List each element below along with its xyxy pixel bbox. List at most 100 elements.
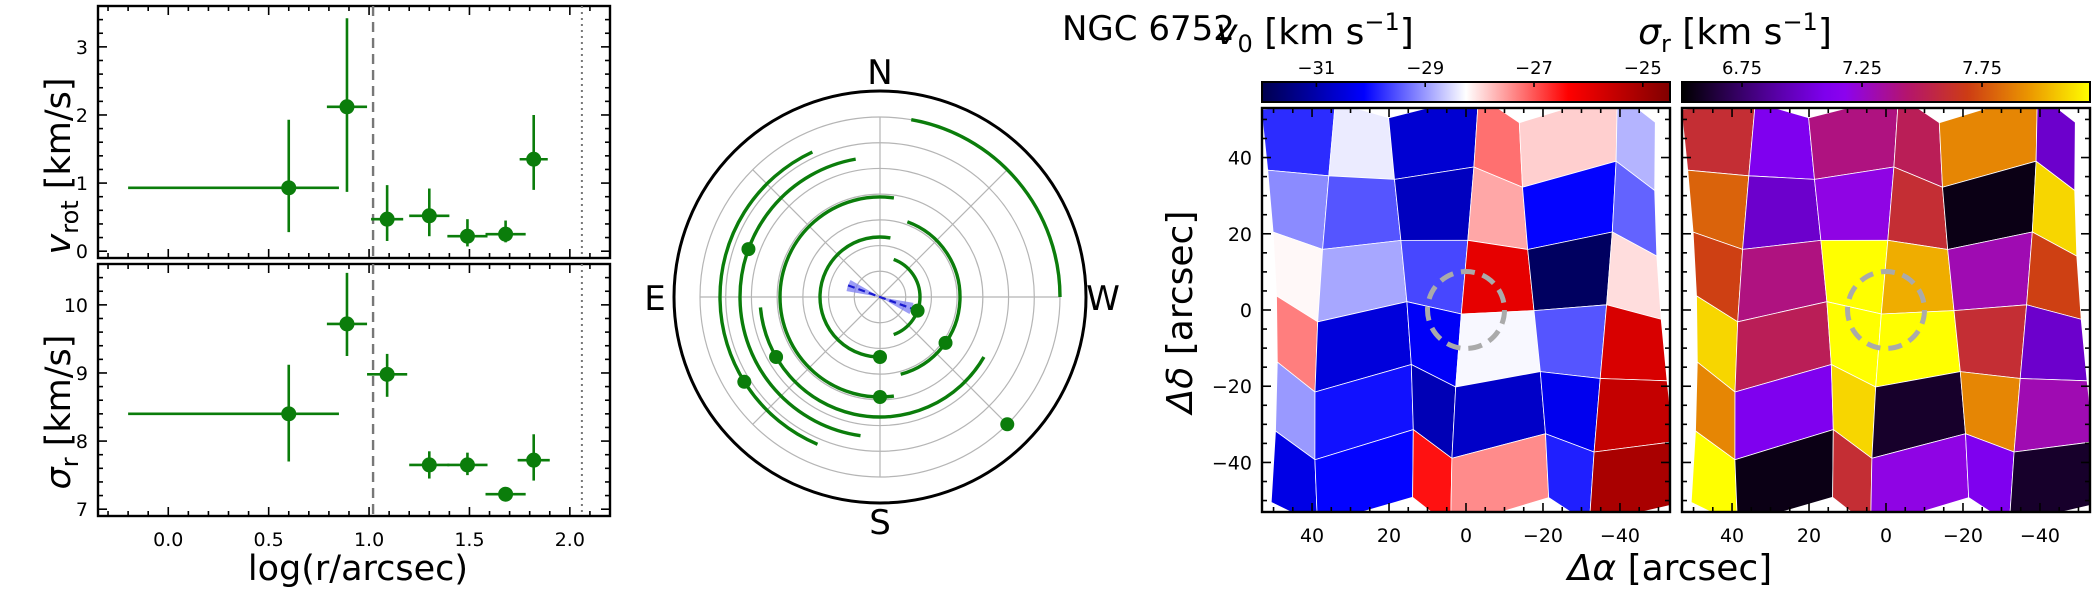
data-point xyxy=(281,406,297,422)
colorbar-tick-label: −31 xyxy=(1297,58,1335,79)
map-cell xyxy=(1412,428,1453,512)
delta-delta-axis-label: Δδ [arcsec] xyxy=(1160,211,1201,417)
map-x-tick-label: 20 xyxy=(1377,525,1401,547)
map-x-tick-label: 0 xyxy=(1460,525,1472,547)
map-cell xyxy=(1682,108,1756,177)
data-point xyxy=(526,151,542,167)
map-cells xyxy=(1262,108,1670,512)
colorbar-tick-label: 7.75 xyxy=(1962,58,2002,79)
map-cell xyxy=(2013,378,2090,453)
map-cell xyxy=(1832,428,1873,512)
colorbar xyxy=(1681,81,2091,103)
map-cell xyxy=(1690,430,1738,512)
data-point xyxy=(498,486,514,502)
x-tick-label: 2.0 xyxy=(555,529,585,551)
colorbar-tick-label: 7.25 xyxy=(1842,58,1882,79)
data-point xyxy=(339,316,355,332)
position-angle-arc xyxy=(718,150,819,446)
position-angle-point xyxy=(1000,417,1015,432)
y-tick-label: 3 xyxy=(76,37,88,59)
map-x-tick-label: 0 xyxy=(1880,525,1892,547)
colorbar-tick-label: −25 xyxy=(1624,58,1662,79)
delta-alpha-axis-label: Δα [arcsec] xyxy=(1565,548,1772,589)
colorbar xyxy=(1261,81,1671,103)
data-point xyxy=(526,452,542,468)
y-tick-label: 7 xyxy=(76,499,88,521)
data-point xyxy=(379,211,395,227)
map-cell xyxy=(1880,239,1955,315)
rotation-axis-line xyxy=(847,284,913,310)
y-tick-label: 8 xyxy=(76,431,88,453)
south-label: S xyxy=(869,503,891,543)
colorbar-tick-label: −27 xyxy=(1515,58,1553,79)
dispersion-map-panel: 6.75 7.25 7.75 40 20 0 −20 −40 xyxy=(1680,58,2092,547)
map-x-tick-label: 40 xyxy=(1300,525,1324,547)
core-radius-circle xyxy=(1425,269,1507,351)
map-cell xyxy=(1262,108,1336,177)
position-angle-arc xyxy=(778,195,895,399)
map-x-tick-label: −40 xyxy=(2020,525,2060,547)
map-cell xyxy=(1460,239,1535,315)
map-x-tick-label: 20 xyxy=(1797,525,1821,547)
y-tick-label: 10 xyxy=(64,295,88,317)
x-tick-label: 1.0 xyxy=(354,529,384,551)
vrot-panel: 0 1 2 3 xyxy=(76,6,611,263)
map-y-tick-label: 20 xyxy=(1228,224,1252,246)
x-tick-label: 0.5 xyxy=(254,529,284,551)
vrot-panel-frame xyxy=(96,4,612,260)
colorbar-tick-label: −29 xyxy=(1406,58,1444,79)
map-x-tick-label: −20 xyxy=(1523,525,1563,547)
map-x-tick-label: 40 xyxy=(1720,525,1744,547)
map-cell xyxy=(1748,108,1815,180)
position-angle-point xyxy=(938,335,953,350)
position-angle-arc xyxy=(910,118,1062,298)
vrot-axis-label: vrot [km/s] xyxy=(39,78,84,255)
position-angle-arc xyxy=(818,235,891,359)
map-cell xyxy=(1589,441,1670,512)
map-cell xyxy=(1814,166,1895,241)
map-cell xyxy=(1322,175,1402,250)
position-angle-point xyxy=(910,303,925,318)
rotation-axis-wedge xyxy=(846,280,914,314)
y-tick-label: 2 xyxy=(76,105,88,127)
map-y-tick-label: −20 xyxy=(1212,376,1252,398)
position-angle-arc xyxy=(900,220,962,376)
position-angle-arc xyxy=(758,307,986,419)
dispersion-colorbar-label: σr [km s−1] xyxy=(1638,8,1832,58)
data-point xyxy=(459,457,475,473)
map-cells xyxy=(1682,108,2090,512)
polar-panel xyxy=(672,89,1088,505)
x-tick-label: 1.5 xyxy=(454,529,484,551)
sigma-axis-label: σr [km/s] xyxy=(39,335,84,490)
data-point xyxy=(339,99,355,115)
map-cell xyxy=(1965,433,2015,512)
polar-outer-ring xyxy=(672,89,1088,505)
data-point xyxy=(498,226,514,242)
map-y-tick-label: 0 xyxy=(1240,300,1252,322)
map-cell xyxy=(1328,108,1395,180)
position-angle-arc xyxy=(738,157,861,438)
colorbar-tick-label: 6.75 xyxy=(1722,58,1762,79)
position-angle-point xyxy=(769,350,784,364)
position-angle-point xyxy=(873,350,887,364)
map-cell xyxy=(1953,304,2028,379)
map-cell xyxy=(1593,378,1670,453)
sigma-panel: 7 8 9 10 0.0 0.5 1.0 1.5 2.0 xyxy=(64,263,611,551)
data-point xyxy=(459,228,475,244)
map-cell xyxy=(1545,433,1595,512)
map-y-tick-label: 40 xyxy=(1228,148,1252,170)
map-cell xyxy=(1533,304,1608,379)
map-x-tick-label: −20 xyxy=(1943,525,1983,547)
position-angle-point xyxy=(873,390,887,404)
data-point xyxy=(379,366,395,382)
west-label: W xyxy=(1086,279,1120,319)
x-tick-label: 0.0 xyxy=(153,529,183,551)
position-angle-point xyxy=(737,374,752,389)
north-label: N xyxy=(867,53,892,93)
figure-title: NGC 6752 xyxy=(1062,9,1235,49)
data-point xyxy=(421,457,437,473)
core-radius-circle xyxy=(1845,269,1927,351)
map-x-tick-label: −40 xyxy=(1600,525,1640,547)
map-cell xyxy=(1742,175,1822,250)
